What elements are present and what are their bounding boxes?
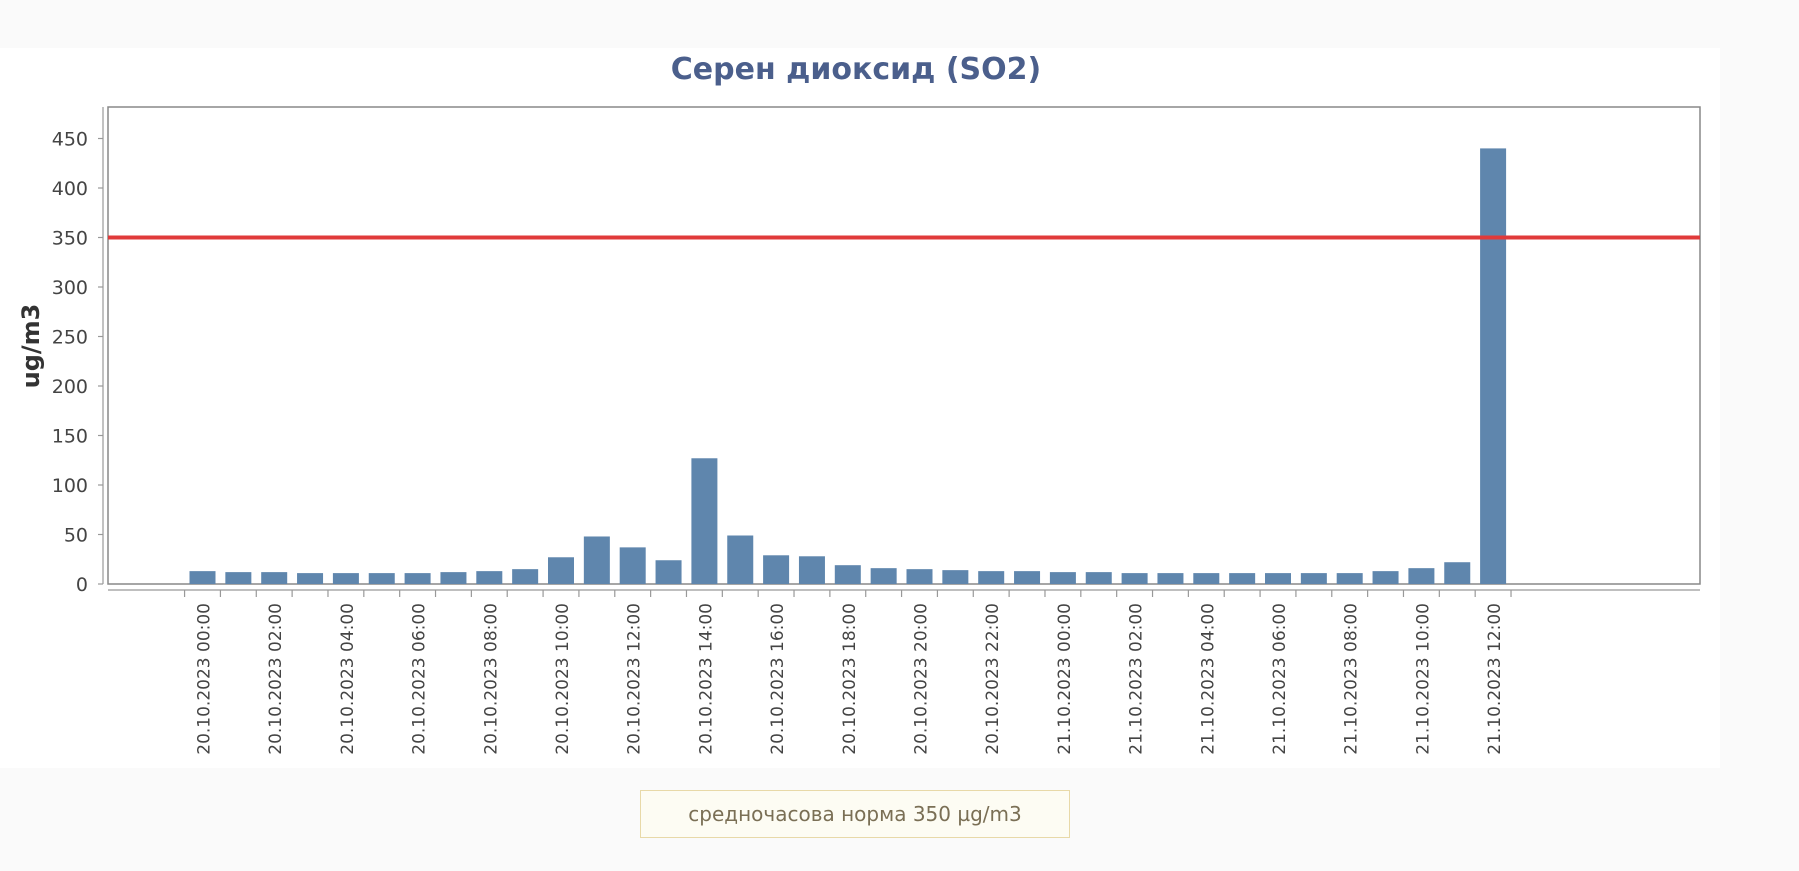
bar bbox=[512, 569, 539, 584]
bar bbox=[834, 565, 861, 584]
chart-title: Серен диоксид (SO2) bbox=[670, 52, 1042, 87]
bar bbox=[763, 555, 790, 584]
bar bbox=[655, 560, 682, 584]
bar bbox=[1014, 571, 1041, 584]
chart-panel bbox=[0, 48, 1720, 768]
y-tick-label: 250 bbox=[52, 327, 88, 349]
x-tick-label: 20.10.2023 02:00 bbox=[266, 603, 286, 755]
x-tick-label: 20.10.2023 18:00 bbox=[840, 603, 860, 755]
bar bbox=[798, 556, 825, 584]
bar bbox=[1229, 573, 1256, 584]
bar bbox=[1300, 573, 1327, 584]
y-tick-label: 450 bbox=[52, 129, 88, 151]
threshold-legend: средночасова норма 350 µg/m3 bbox=[640, 790, 1070, 838]
x-tick-label: 21.10.2023 12:00 bbox=[1485, 603, 1505, 755]
y-axis-label: ug/m3 bbox=[17, 303, 45, 389]
bar bbox=[189, 571, 216, 584]
bar bbox=[870, 568, 897, 584]
bar bbox=[583, 536, 610, 584]
bar bbox=[476, 571, 503, 584]
y-tick-label: 400 bbox=[52, 178, 88, 200]
x-tick-label: 20.10.2023 04:00 bbox=[338, 603, 358, 755]
bar bbox=[440, 572, 467, 584]
x-tick-label: 21.10.2023 10:00 bbox=[1413, 603, 1433, 755]
x-tick-label: 21.10.2023 00:00 bbox=[1055, 603, 1075, 755]
x-tick-label: 20.10.2023 14:00 bbox=[696, 603, 716, 755]
x-tick-label: 21.10.2023 08:00 bbox=[1342, 603, 1362, 755]
y-tick-label: 200 bbox=[52, 376, 88, 398]
x-tick-label: 21.10.2023 04:00 bbox=[1198, 603, 1218, 755]
bar bbox=[332, 573, 359, 584]
x-tick-label: 21.10.2023 02:00 bbox=[1127, 603, 1147, 755]
y-tick-label: 0 bbox=[76, 574, 88, 596]
x-tick-label: 20.10.2023 10:00 bbox=[553, 603, 573, 755]
y-tick-label: 50 bbox=[64, 525, 88, 547]
y-tick-label: 300 bbox=[52, 277, 88, 299]
x-tick-label: 20.10.2023 22:00 bbox=[983, 603, 1003, 755]
x-tick-label: 20.10.2023 20:00 bbox=[912, 603, 932, 755]
bar bbox=[1049, 572, 1076, 584]
x-tick-label: 20.10.2023 16:00 bbox=[768, 603, 788, 755]
bar bbox=[1265, 573, 1291, 584]
bar bbox=[1085, 572, 1112, 584]
bar bbox=[1157, 573, 1184, 584]
bar bbox=[1444, 562, 1471, 584]
bar bbox=[404, 573, 431, 584]
bar bbox=[942, 570, 969, 584]
bar bbox=[1408, 568, 1435, 584]
bar bbox=[225, 572, 252, 584]
x-tick-label: 20.10.2023 12:00 bbox=[625, 603, 645, 755]
bar bbox=[368, 573, 395, 584]
bar bbox=[619, 547, 646, 584]
x-tick-label: 20.10.2023 06:00 bbox=[410, 603, 430, 755]
bar bbox=[548, 557, 574, 584]
bar bbox=[1336, 573, 1363, 584]
bar bbox=[727, 535, 754, 584]
y-tick-label: 150 bbox=[52, 426, 88, 448]
threshold-legend-label: средночасова норма 350 µg/m3 bbox=[688, 802, 1022, 826]
bar bbox=[261, 572, 288, 584]
bar bbox=[978, 571, 1005, 584]
bar bbox=[906, 569, 933, 584]
bar bbox=[1193, 573, 1220, 584]
bar bbox=[1121, 573, 1148, 584]
bar bbox=[691, 458, 718, 584]
plot-frame bbox=[107, 106, 1701, 585]
bar bbox=[297, 573, 324, 584]
x-tick-label: 20.10.2023 08:00 bbox=[481, 603, 501, 755]
bar bbox=[1480, 148, 1507, 584]
y-tick-label: 350 bbox=[52, 228, 88, 250]
x-tick-label: 21.10.2023 06:00 bbox=[1270, 603, 1290, 755]
y-tick-label: 100 bbox=[52, 475, 88, 497]
bar bbox=[1372, 571, 1399, 584]
x-tick-label: 20.10.2023 00:00 bbox=[195, 603, 215, 755]
